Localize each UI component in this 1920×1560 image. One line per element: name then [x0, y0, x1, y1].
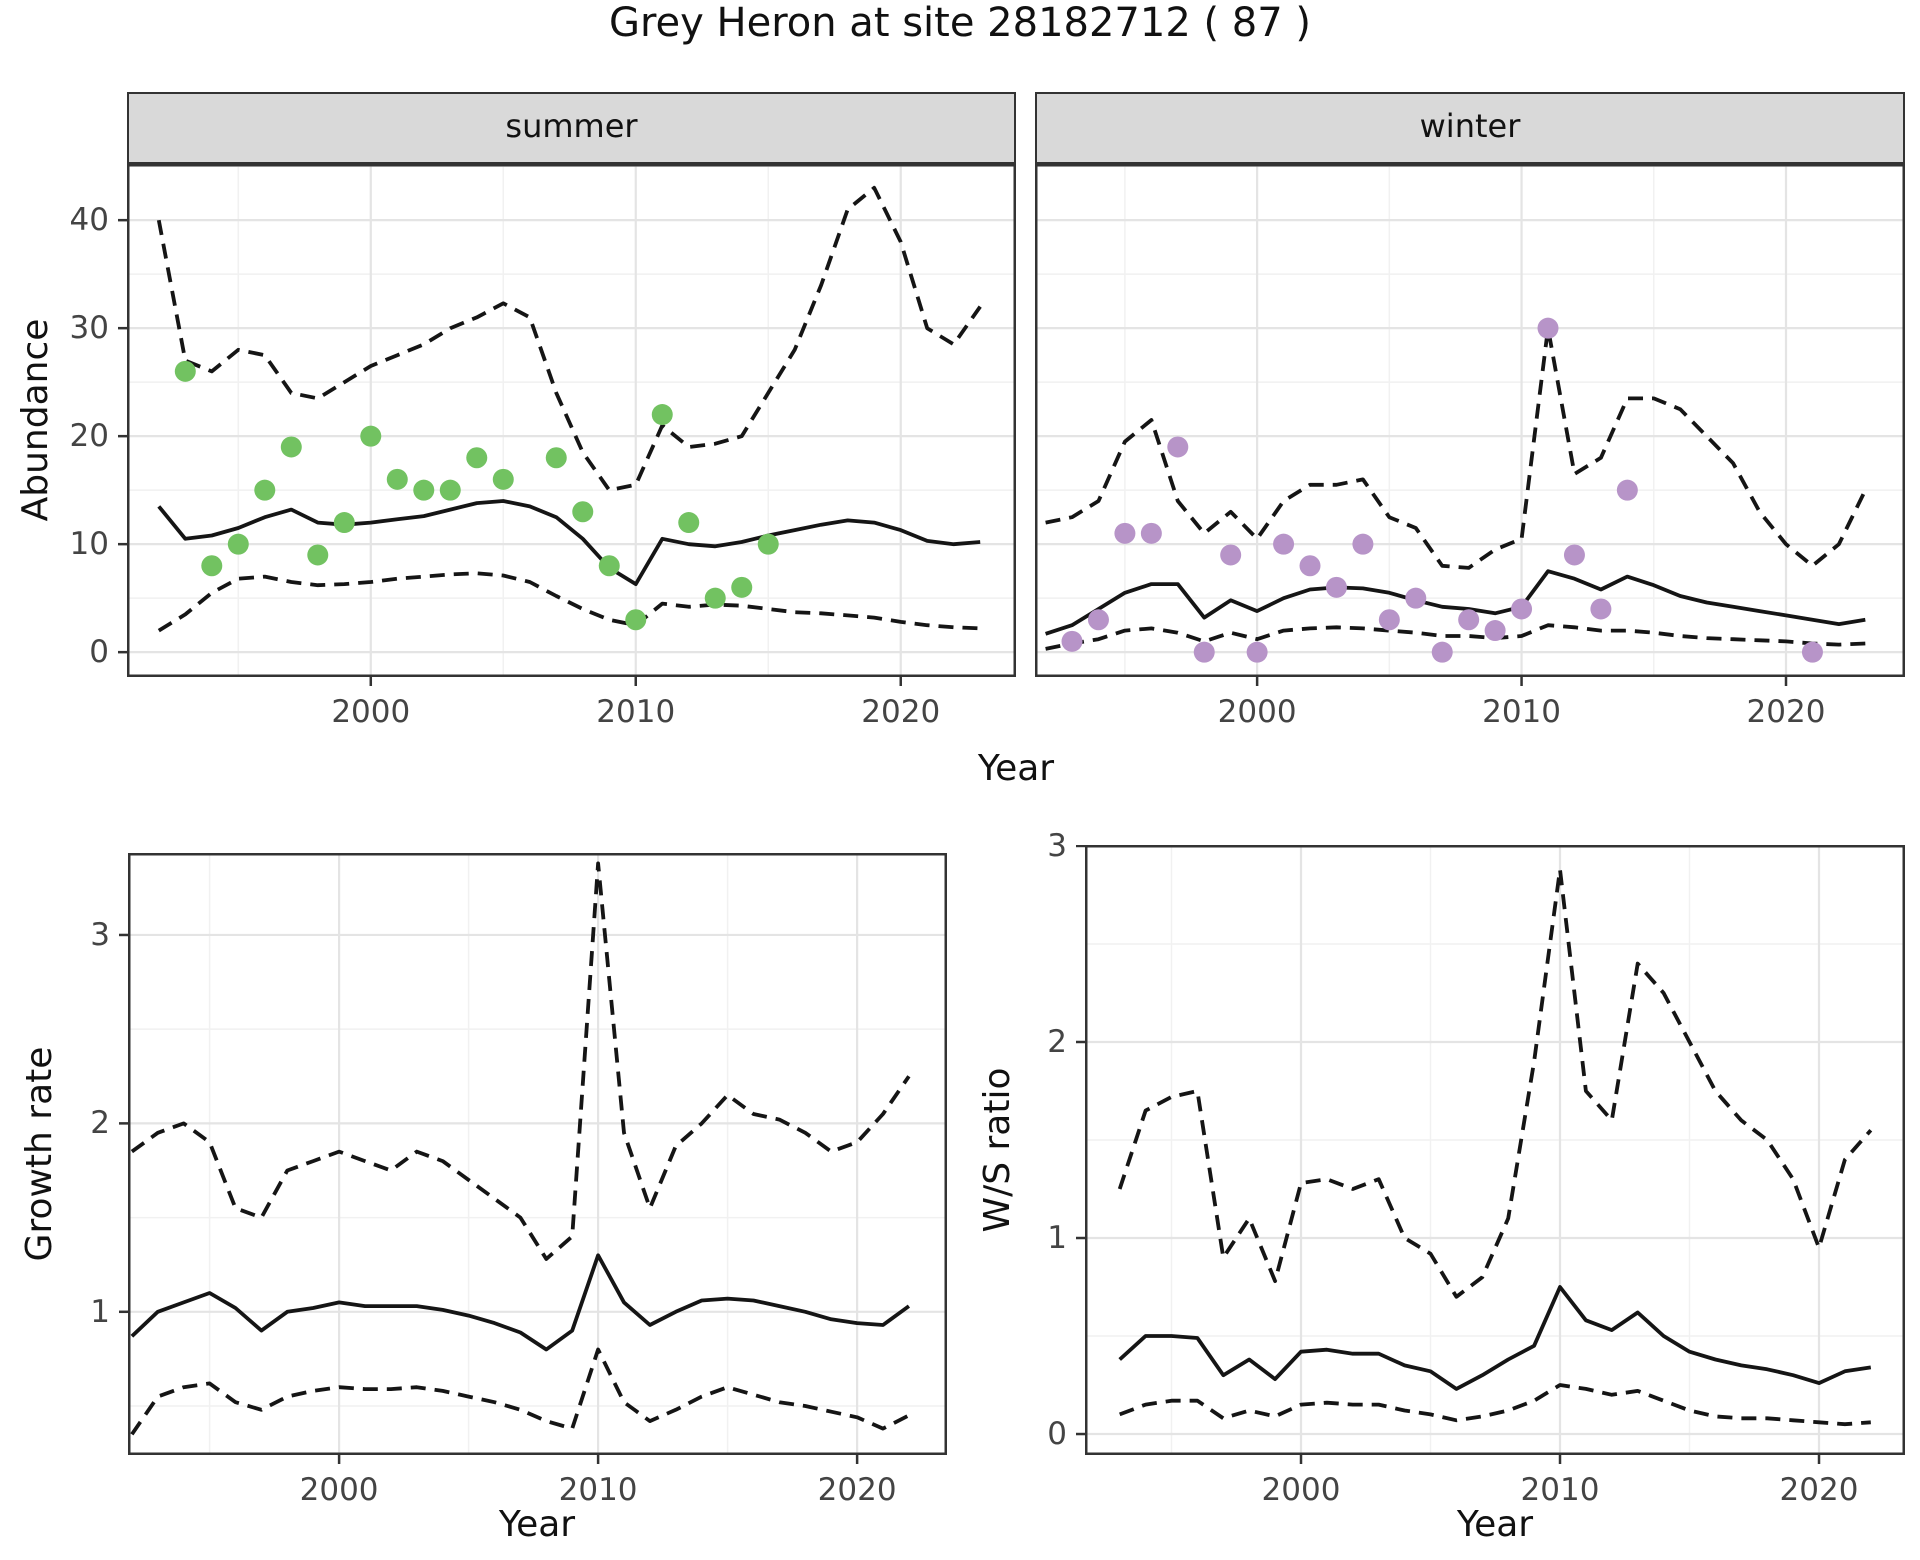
observation-point: [1616, 479, 1638, 501]
observation-point: [1537, 317, 1559, 339]
lower-ci-line: [130, 1347, 910, 1436]
observation-point: [466, 447, 488, 469]
ws-ratio-plot: [1076, 845, 1905, 1464]
lower-ci-line: [157, 571, 981, 633]
y-tick-label: 30: [69, 310, 109, 347]
observation-point: [651, 404, 673, 426]
observation-point: [1299, 555, 1321, 577]
y-tick-label: 20: [69, 418, 109, 455]
y-axis-title-ws-ratio: W/S ratio: [977, 1067, 1018, 1233]
y-tick-label: 2: [1047, 1023, 1067, 1060]
x-axis-title-year-top: Year: [977, 748, 1055, 789]
x-tick-label: 2000: [299, 1472, 379, 1508]
observation-point: [1405, 587, 1427, 609]
observation-point: [1590, 598, 1612, 620]
observation-point: [572, 501, 594, 523]
observation-point: [704, 587, 726, 609]
y-tick-label: 3: [90, 916, 110, 953]
upper-ci-line: [156, 185, 982, 493]
observation-point: [1193, 641, 1215, 663]
observation-point: [386, 468, 408, 490]
observation-point: [1220, 544, 1242, 566]
upper-ci-line: [130, 861, 911, 1261]
observation-point: [307, 544, 329, 566]
observation-point: [757, 533, 779, 555]
observation-point: [731, 576, 753, 598]
y-axis-title-growth-rate: Growth rate: [19, 1046, 60, 1262]
observation-point: [360, 425, 382, 447]
observation-point: [1431, 641, 1453, 663]
summer-abundance-plot: [118, 164, 1016, 686]
observation-point: [227, 533, 249, 555]
observation-point: [1352, 533, 1374, 555]
observation-point: [678, 512, 700, 534]
y-tick-label: 1: [1047, 1220, 1067, 1256]
observation-point: [1167, 436, 1189, 458]
x-axis-title-year-growth: Year: [498, 1504, 576, 1545]
observation-point: [1246, 641, 1268, 663]
y-tick-label: 40: [69, 202, 109, 239]
panel-border: [128, 853, 947, 1455]
x-tick-label: 2020: [861, 694, 941, 730]
y-tick-label: 10: [69, 526, 109, 563]
observation-point: [1273, 533, 1295, 555]
x-axis-title-year-ws: Year: [1456, 1504, 1534, 1545]
x-tick-label: 2010: [1520, 1472, 1600, 1508]
observation-point: [413, 479, 435, 501]
panel-border: [127, 164, 1016, 677]
observation-point: [1087, 609, 1109, 631]
observation-point: [280, 436, 302, 458]
observation-point: [1325, 576, 1347, 598]
observation-point: [1563, 544, 1585, 566]
mean-line: [157, 499, 981, 586]
facet-strip-winter-label: winter: [1419, 107, 1521, 145]
observation-point: [333, 512, 355, 534]
winter-abundance-plot: [1035, 164, 1905, 686]
observation-point: [598, 555, 620, 577]
observation-point: [1114, 522, 1136, 544]
x-tick-label: 2020: [1779, 1472, 1859, 1508]
mean-line: [130, 1253, 911, 1352]
upper-ci-line: [1045, 326, 1868, 570]
y-tick-label: 2: [90, 1105, 110, 1142]
x-tick-label: 2010: [558, 1472, 638, 1508]
observation-point: [492, 468, 514, 490]
observation-point: [1511, 598, 1533, 620]
observation-point: [545, 447, 567, 469]
observation-point: [1801, 641, 1823, 663]
observation-point: [174, 360, 196, 382]
x-tick-label: 2000: [1261, 1472, 1341, 1508]
facet-strip-winter: winter: [1035, 92, 1905, 164]
observation-point: [1061, 630, 1083, 652]
x-tick-label: 2020: [1746, 694, 1826, 730]
observation-point: [1378, 609, 1400, 631]
lower-ci-line: [1119, 1383, 1871, 1427]
mean-line: [1118, 1285, 1872, 1391]
mean-line: [1045, 569, 1866, 636]
observation-point: [201, 555, 223, 577]
observation-point: [1140, 522, 1162, 544]
x-tick-label: 2020: [817, 1472, 897, 1508]
upper-ci-line: [1117, 867, 1873, 1299]
y-tick-label: 1: [90, 1293, 110, 1330]
observation-point: [254, 479, 276, 501]
x-tick-label: 2000: [1217, 694, 1297, 730]
lower-ci-line: [1045, 623, 1866, 651]
facet-strip-summer-label: summer: [505, 107, 638, 145]
observation-point: [1484, 620, 1506, 642]
y-tick-label: 0: [89, 634, 109, 671]
panel-border: [1085, 845, 1905, 1455]
y-tick-label: 3: [1047, 827, 1067, 864]
page-title: Grey Heron at site 28182712 ( 87 ): [608, 0, 1312, 46]
x-tick-label: 2010: [596, 694, 676, 730]
x-tick-label: 2010: [1482, 694, 1562, 730]
x-tick-label: 2000: [331, 694, 411, 730]
panel-border: [1035, 164, 1905, 677]
observation-point: [1458, 609, 1480, 631]
y-tick-label: 0: [1047, 1416, 1067, 1453]
facet-strip-summer: summer: [127, 92, 1016, 164]
observation-point: [439, 479, 461, 501]
observation-point: [625, 609, 647, 631]
growth-rate-plot: [119, 853, 947, 1464]
